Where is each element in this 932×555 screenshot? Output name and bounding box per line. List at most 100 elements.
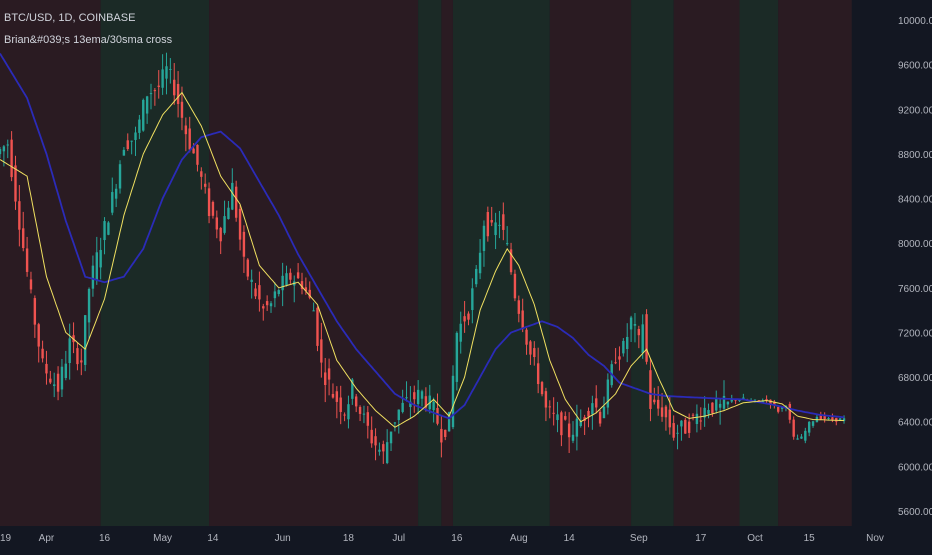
candle-body (598, 411, 602, 424)
candle-body (505, 243, 509, 245)
candle-body (502, 214, 505, 230)
x-tick-label: 19 (0, 533, 12, 544)
candle-body (409, 401, 412, 408)
candle-body (122, 149, 126, 156)
y-tick-label: 7200.00 (898, 328, 932, 339)
candle-body (831, 417, 834, 420)
candle-body (285, 273, 288, 286)
candle-body (300, 281, 304, 289)
candle-body (53, 384, 56, 386)
candle-body (614, 362, 617, 364)
candle-body (699, 420, 702, 422)
candle-body (742, 397, 745, 400)
candle-body (835, 417, 838, 422)
candle-body (595, 398, 598, 408)
trend-zone-1 (100, 0, 210, 526)
candle-body (83, 315, 87, 365)
candle-body (227, 207, 230, 220)
candle-body (343, 414, 346, 416)
candle-body (753, 399, 757, 401)
candle-body (145, 96, 149, 114)
candle-body (521, 310, 524, 330)
candle-body (544, 391, 548, 408)
indicator-title: Brian&#039;s 13ema/30sma cross (4, 34, 173, 46)
candle-body (385, 442, 389, 463)
candle-body (823, 415, 826, 419)
x-tick-label: 17 (695, 533, 707, 544)
candle-body (180, 101, 184, 118)
x-tick-label: Jul (392, 533, 405, 544)
candle-body (579, 421, 582, 427)
candle-body (517, 300, 521, 314)
candle-body (691, 414, 695, 416)
candle-body (726, 401, 730, 405)
trend-zone-9 (739, 0, 779, 526)
candle-body (250, 279, 253, 282)
candle-body (695, 413, 699, 424)
candle-body (622, 340, 625, 354)
candle-body (382, 444, 385, 452)
candle-body (87, 288, 91, 323)
candle-body (838, 418, 842, 421)
candle-body (45, 363, 48, 374)
trend-zone-4 (441, 0, 453, 526)
candle-body (211, 201, 215, 216)
candle-body (444, 429, 447, 437)
candle-body (571, 434, 575, 441)
candle-body (490, 219, 493, 223)
candle-body (99, 249, 102, 268)
candle-body (447, 411, 451, 432)
symbol-title: BTC/USD, 1D, COINBASE (4, 12, 136, 24)
candle-body (331, 393, 335, 398)
candle-body (552, 412, 555, 414)
candle-body (296, 272, 300, 279)
candle-body (6, 144, 9, 146)
y-tick-label: 5600.00 (898, 507, 932, 518)
candle-body (95, 252, 98, 281)
candle-body (107, 222, 110, 235)
candle-body (207, 188, 211, 217)
candle-body (482, 225, 486, 251)
candle-body (711, 402, 714, 414)
candle-body (215, 217, 219, 230)
candle-body (60, 366, 64, 390)
candle-body (432, 401, 435, 411)
candle-body (459, 323, 462, 342)
candle-body (807, 421, 811, 433)
candle-body (238, 208, 242, 240)
candle-body (827, 417, 830, 419)
candle-body (773, 401, 776, 406)
candle-body (672, 423, 675, 438)
y-tick-label: 6400.00 (898, 418, 932, 429)
candle-body (33, 298, 37, 325)
candle-body (56, 373, 60, 392)
candle-body (153, 90, 157, 92)
candle-body (413, 392, 416, 400)
x-tick-label: Aug (510, 533, 528, 544)
candle-body (165, 66, 168, 79)
candle-body (777, 407, 780, 412)
x-tick-label: Jun (275, 533, 291, 544)
candle-body (234, 186, 238, 218)
candle-body (567, 423, 571, 438)
candle-body (223, 216, 226, 233)
candle-body (289, 272, 292, 280)
candle-body (188, 128, 191, 150)
x-tick-label: May (153, 533, 172, 544)
candle-body (664, 406, 668, 418)
candle-body (575, 418, 579, 437)
candle-body (374, 436, 377, 446)
candle-body (10, 139, 13, 178)
candle-body (173, 79, 176, 96)
candle-body (114, 188, 118, 199)
candle-body (641, 324, 644, 353)
candle-body (161, 69, 164, 88)
trend-zone-5 (452, 0, 550, 526)
candle-body (819, 414, 822, 420)
candle-body (351, 379, 354, 399)
trend-zone-6 (549, 0, 632, 526)
candle-body (203, 183, 207, 187)
candle-body (548, 406, 551, 408)
